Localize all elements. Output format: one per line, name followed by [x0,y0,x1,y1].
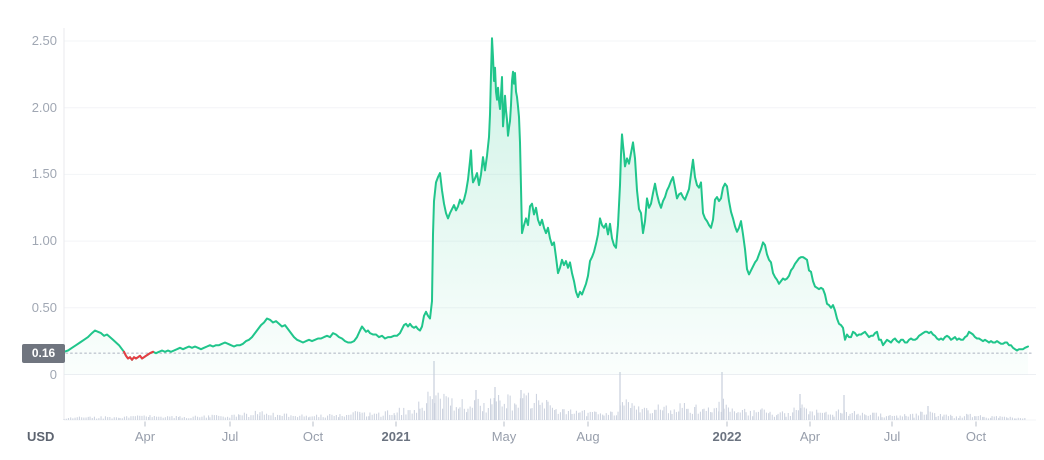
area-fill [64,38,1028,375]
y-axis-label: 2.50 [31,33,57,48]
current-price-badge: 0.16 [22,344,65,363]
price-line-down-segment [123,350,154,361]
y-axis-label: 1.50 [31,166,57,182]
x-axis-label: Apr [799,429,821,444]
x-axis-label: Jul [221,429,239,444]
x-axis-label: 2022 [712,429,742,444]
x-axis-label: Oct [302,429,324,444]
volume-bars [63,361,1026,420]
x-axis-label: Apr [134,429,156,444]
currency-label: USD [27,429,55,444]
y-axis-label: 2.00 [31,99,57,115]
x-axis-label: May [491,429,517,444]
x-axis-label: Oct [965,429,987,444]
x-axis-ticks [144,421,977,427]
x-axis-label: Jul [883,429,901,444]
y-axis-label: 0.50 [31,299,57,315]
x-axis-label: Aug [576,429,600,444]
chart-plot-area[interactable] [64,28,1036,420]
y-axis-label: 1.00 [31,233,57,249]
price-line [63,37,1029,361]
y-axis-label: 0 [49,366,57,382]
x-axis-label: 2021 [381,429,411,444]
